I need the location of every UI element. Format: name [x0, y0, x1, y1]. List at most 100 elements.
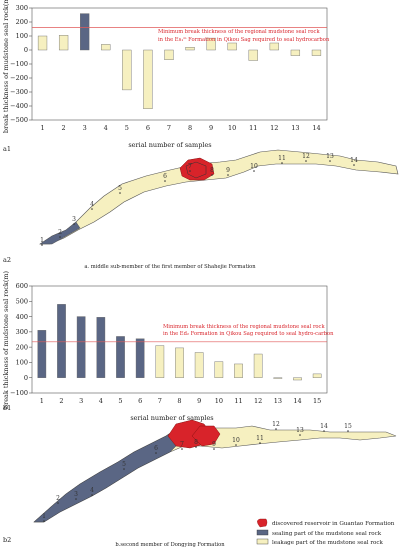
sample-point: [57, 502, 59, 504]
x-tick-label: 11: [249, 124, 257, 132]
reference-label-b1-line1: Minimum break thickness of the regional …: [163, 324, 325, 330]
x-tick-label: 1: [40, 124, 44, 132]
x-axis-title-a1: serial number of samples: [128, 141, 211, 149]
x-tick-label: 13: [291, 124, 299, 132]
sample-point: [281, 162, 283, 164]
sample-point: [235, 444, 237, 446]
bar-sample-11: [234, 363, 243, 378]
sample-number-label: 7: [180, 441, 184, 448]
bar-sample-5: [116, 336, 125, 378]
caption-b2: b.second member of Dongying Formation: [115, 542, 225, 548]
legend: discovered reservoir in Guantao Formatio…: [256, 518, 395, 546]
sample-point: [123, 468, 125, 470]
legend-label-sealing: sealing part of the mudstone seal rock: [272, 531, 382, 537]
x-axis-title-b1: serial number of samples: [130, 414, 213, 422]
y-tick-label: 300: [16, 328, 28, 336]
reservoir-outline-a2: [185, 161, 207, 179]
y-tick-label: 0: [24, 374, 28, 382]
bar-sample-12: [269, 42, 279, 51]
x-tick-label: 6: [146, 124, 150, 132]
x-tick-label: 4: [104, 124, 108, 132]
panel-label-b2: b2: [3, 536, 11, 544]
x-tick-label: 7: [158, 397, 162, 405]
panel-label-b1: b1: [3, 404, 11, 412]
y-tick-label: 0: [24, 46, 28, 54]
y-tick-label: 600: [16, 282, 28, 290]
x-tick-label: 1: [40, 397, 44, 405]
x-tick-label: 4: [99, 397, 103, 405]
sample-number-label: 6: [154, 445, 158, 452]
bar-sample-14: [311, 49, 322, 56]
sample-number-label: 13: [326, 153, 334, 160]
bar-sample-12: [253, 353, 263, 378]
sample-point: [253, 170, 255, 172]
sealing-seal-rock-area-a2: [39, 221, 81, 245]
legend-swatch-reservoir: [257, 518, 268, 528]
bar-sample-11: [248, 49, 258, 61]
chart-a1: 300 200 100 0 −100 −200 −300 −400 −500 Minimum b…: [2, 0, 330, 153]
plot-frame-a1: [31, 7, 328, 121]
sample-point: [323, 430, 325, 432]
sample-number-label: 1: [40, 237, 44, 244]
sample-number-label: 6: [163, 173, 167, 180]
sample-number-label: 12: [302, 153, 310, 160]
sample-point: [189, 170, 191, 172]
x-tick-label: 11: [234, 397, 242, 405]
sample-point: [275, 428, 277, 430]
x-tick-label: 13: [274, 397, 282, 405]
bar-sample-3: [76, 316, 86, 378]
bar-sample-1: [37, 35, 48, 51]
panel-label-a2: a2: [3, 256, 11, 264]
bar-sample-7: [155, 345, 165, 378]
bar-sample-1: [37, 330, 47, 378]
x-tick-label: 5: [125, 124, 129, 132]
bar-sample-3: [80, 13, 90, 51]
sample-number-label: 14: [320, 423, 328, 430]
x-tick-label: 9: [197, 397, 201, 405]
sample-point: [347, 430, 349, 432]
sample-number-label: 7: [188, 163, 192, 170]
y-tick-label: −200: [10, 74, 28, 82]
bar-sample-6: [135, 338, 145, 378]
leakage-seal-rock-area-a2: [39, 149, 399, 245]
x-tick-label: 7: [167, 124, 171, 132]
sample-number-label: 4: [90, 487, 94, 494]
bar-sample-9: [194, 352, 204, 378]
bar-sample-8: [185, 47, 195, 51]
sample-point: [59, 236, 61, 238]
y-tick-label: 400: [16, 313, 28, 321]
sample-number-label: 8: [194, 439, 198, 446]
sample-point: [119, 192, 121, 194]
y-axis-title-b1: break thickness of mudstone seal rock(m): [2, 270, 10, 409]
sample-point: [73, 223, 75, 225]
x-tick-label: 12: [270, 124, 278, 132]
reservoir-area-b2-2: [191, 425, 221, 447]
y-tick-label: 300: [16, 4, 28, 12]
sample-number-label: 1: [42, 513, 46, 520]
sample-number-label: 11: [256, 435, 264, 442]
reservoir-area-a2: [179, 157, 215, 181]
x-tick-label: 9: [209, 124, 213, 132]
x-tick-label: 10: [228, 124, 236, 132]
bar-sample-10: [214, 361, 224, 378]
bar-sample-2: [57, 304, 66, 378]
sample-number-label: 5: [118, 185, 122, 192]
sample-number-label: 10: [250, 163, 258, 170]
legend-label-reservoir: discovered reservoir in Guantao Formatio…: [272, 521, 395, 527]
bar-sample-6: [143, 49, 153, 109]
y-tick-label: −500: [10, 116, 28, 124]
y-tick-label: −100: [10, 389, 28, 397]
legend-swatch-sealing: [256, 529, 269, 536]
sample-number-label: 9: [212, 441, 216, 448]
x-tick-label: 10: [215, 397, 223, 405]
sample-point: [75, 498, 77, 500]
bar-sample-9: [206, 37, 216, 51]
sample-number-label: 3: [72, 216, 76, 223]
bar-sample-10: [227, 42, 237, 51]
sample-point: [41, 244, 43, 246]
y-tick-label: 100: [16, 32, 28, 40]
bar-sample-2: [58, 35, 69, 51]
x-tick-label: 5: [118, 397, 122, 405]
